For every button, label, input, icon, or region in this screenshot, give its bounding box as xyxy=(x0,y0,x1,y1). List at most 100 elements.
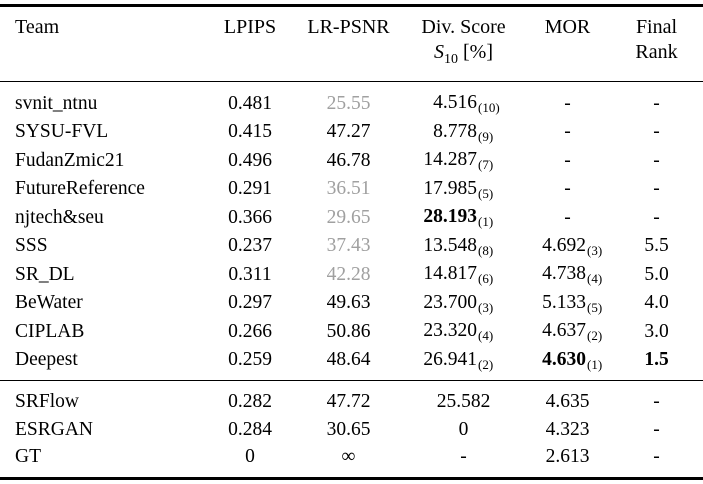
lpips-cell: 0.297 xyxy=(228,292,272,313)
div-score-symbol-sub: 10 xyxy=(444,52,458,67)
rank-subscript: (3) xyxy=(478,299,494,315)
div-score-cell: 17.985 (5) xyxy=(402,175,525,204)
value-with-rank: 23.700 (3) xyxy=(402,289,525,318)
rank-subscript: (4) xyxy=(478,328,494,343)
final-rank-cell: 5.0 xyxy=(644,263,669,285)
rank-subscript: (2) xyxy=(587,328,603,343)
mor-cell: 5.133 (5) xyxy=(525,289,610,318)
table-row: Deepest 0.259 48.64 26.941 (2) 4.630 (1) 1.5 xyxy=(0,345,703,381)
metric-value: 4.738 xyxy=(542,263,586,284)
value-with-rank: 5.133 (5) xyxy=(525,289,610,318)
metric-value: 4.630 xyxy=(542,348,586,370)
value-with-rank: 4.692 (3) xyxy=(525,232,610,261)
table-row: SSS 0.237 37.43 13.548 (8) 4.692 (3) 5.5 xyxy=(0,232,703,261)
header-lr-psnr-label: LR-PSNR xyxy=(307,16,390,38)
header-team-label: Team xyxy=(15,16,60,38)
lr-psnr-cell: 42.28 xyxy=(326,263,371,285)
mor-cell: 4.637 (2) xyxy=(525,317,610,346)
team-name-cell: SYSU-FVL xyxy=(15,121,109,142)
div-score-cell: 28.193 (1) xyxy=(402,203,525,232)
div-score-unit: [%] xyxy=(463,41,493,63)
team-name-cell: GT xyxy=(0,443,205,480)
table-header: Team LPIPS LR-PSNR Div. Score S10 [%] MOR xyxy=(0,4,703,82)
lpips-cell: 0 xyxy=(205,443,295,480)
table-row: CIPLAB 0.266 50.86 23.320 (4) 4.637 (2) 3.0 xyxy=(0,317,703,346)
metric-value: 14.287 xyxy=(423,149,477,170)
div-score-cell: - xyxy=(402,443,525,480)
rank-subscript: (8) xyxy=(478,242,494,258)
lpips-cell: 0.311 xyxy=(228,263,272,285)
header-team: Team xyxy=(0,4,205,82)
table-row: FudanZmic21 0.496 46.78 14.287 (7) - - xyxy=(0,146,703,175)
mor-cell: - xyxy=(564,121,571,142)
rank-subscript: (5) xyxy=(587,299,603,315)
value-with-rank: 14.287 (7) xyxy=(402,146,525,175)
header-row: Team LPIPS LR-PSNR Div. Score S10 [%] MOR xyxy=(0,4,703,82)
rank-subscript: (4) xyxy=(587,271,603,286)
final-rank-cell: 5.5 xyxy=(644,235,669,256)
header-div-score-line2: S10 [%] xyxy=(402,40,525,72)
div-score-cell: 4.516 (10) xyxy=(402,82,525,118)
mor-cell: 2.613 xyxy=(525,443,610,480)
team-name-cell: FudanZmic21 xyxy=(15,149,125,171)
metric-value: 23.700 xyxy=(423,291,477,313)
mor-cell: - xyxy=(564,92,571,114)
mor-cell: 4.692 (3) xyxy=(525,232,610,261)
team-name-cell: FutureReference xyxy=(15,178,145,199)
lr-psnr-cell: ∞ xyxy=(295,443,402,480)
metric-value: 5.133 xyxy=(542,291,586,313)
div-score-cell: 25.582 xyxy=(436,391,491,412)
mor-cell: 4.635 xyxy=(545,391,590,412)
header-mor-label: MOR xyxy=(544,16,591,38)
rank-subscript: (5) xyxy=(478,185,494,201)
final-rank-cell: - xyxy=(653,418,660,440)
rank-subscript: (1) xyxy=(478,214,494,229)
value-with-rank: 28.193 (1) xyxy=(402,203,525,232)
lpips-cell: 0.266 xyxy=(228,320,272,342)
final-rank-cell: - xyxy=(653,121,660,142)
metric-value: 26.941 xyxy=(423,348,477,370)
team-name-cell: svnit_ntnu xyxy=(15,92,98,114)
div-score-cell: 14.287 (7) xyxy=(402,146,525,175)
final-rank-cell: 1.5 xyxy=(610,345,703,381)
div-score-cell: 23.320 (4) xyxy=(402,317,525,346)
mor-cell: - xyxy=(564,206,571,228)
value-with-rank: 8.778 (9) xyxy=(402,118,525,147)
lr-psnr-cell: 48.64 xyxy=(295,345,402,381)
rank-subscript: (6) xyxy=(478,271,494,286)
lr-psnr-cell: 36.51 xyxy=(326,178,371,199)
metric-value: 17.985 xyxy=(423,177,477,199)
lr-psnr-cell: 29.65 xyxy=(326,206,371,228)
div-score-cell: 23.700 (3) xyxy=(402,289,525,318)
rank-subscript: (9) xyxy=(478,128,494,144)
lpips-cell: 0.282 xyxy=(228,391,272,412)
lr-psnr-cell: 46.78 xyxy=(326,149,371,171)
mor-cell: 4.630 (1) xyxy=(525,345,610,381)
final-rank-cell: - xyxy=(653,178,660,199)
value-with-rank: 14.817 (6) xyxy=(402,260,525,289)
rank-subscript: (7) xyxy=(478,157,494,172)
lpips-cell: 0.291 xyxy=(228,178,272,199)
header-lpips-label: LPIPS xyxy=(223,16,277,38)
rank-subscript: (2) xyxy=(478,356,494,372)
lpips-cell: 0.366 xyxy=(228,206,272,228)
div-score-cell: 26.941 (2) xyxy=(402,345,525,381)
table-row: SYSU-FVL 0.415 47.27 8.778 (9) - - xyxy=(0,118,703,147)
table-row: njtech&seu 0.366 29.65 28.193 (1) - - xyxy=(0,203,703,232)
header-final-rank-line2: Rank xyxy=(635,41,678,63)
lr-psnr-cell: 47.72 xyxy=(326,391,371,412)
header-div-score: Div. Score S10 [%] xyxy=(402,4,525,82)
final-rank-cell: 4.0 xyxy=(644,292,669,313)
metric-value: 4.516 xyxy=(433,92,477,113)
div-score-cell: 14.817 (6) xyxy=(402,260,525,289)
table-row: ESRGAN 0.284 30.65 0 4.323 - xyxy=(0,416,703,444)
value-with-rank: 13.548 (8) xyxy=(402,232,525,261)
header-div-score-line1: Div. Score xyxy=(421,16,506,38)
lr-psnr-cell: 30.65 xyxy=(326,418,371,440)
lpips-cell: 0.237 xyxy=(228,235,272,256)
rank-subscript: (3) xyxy=(587,242,603,258)
header-final-rank-line1: Final xyxy=(635,16,678,38)
value-with-rank: 26.941 (2) xyxy=(402,346,525,375)
header-mor: MOR xyxy=(525,4,610,82)
lr-psnr-cell: 50.86 xyxy=(326,320,371,342)
